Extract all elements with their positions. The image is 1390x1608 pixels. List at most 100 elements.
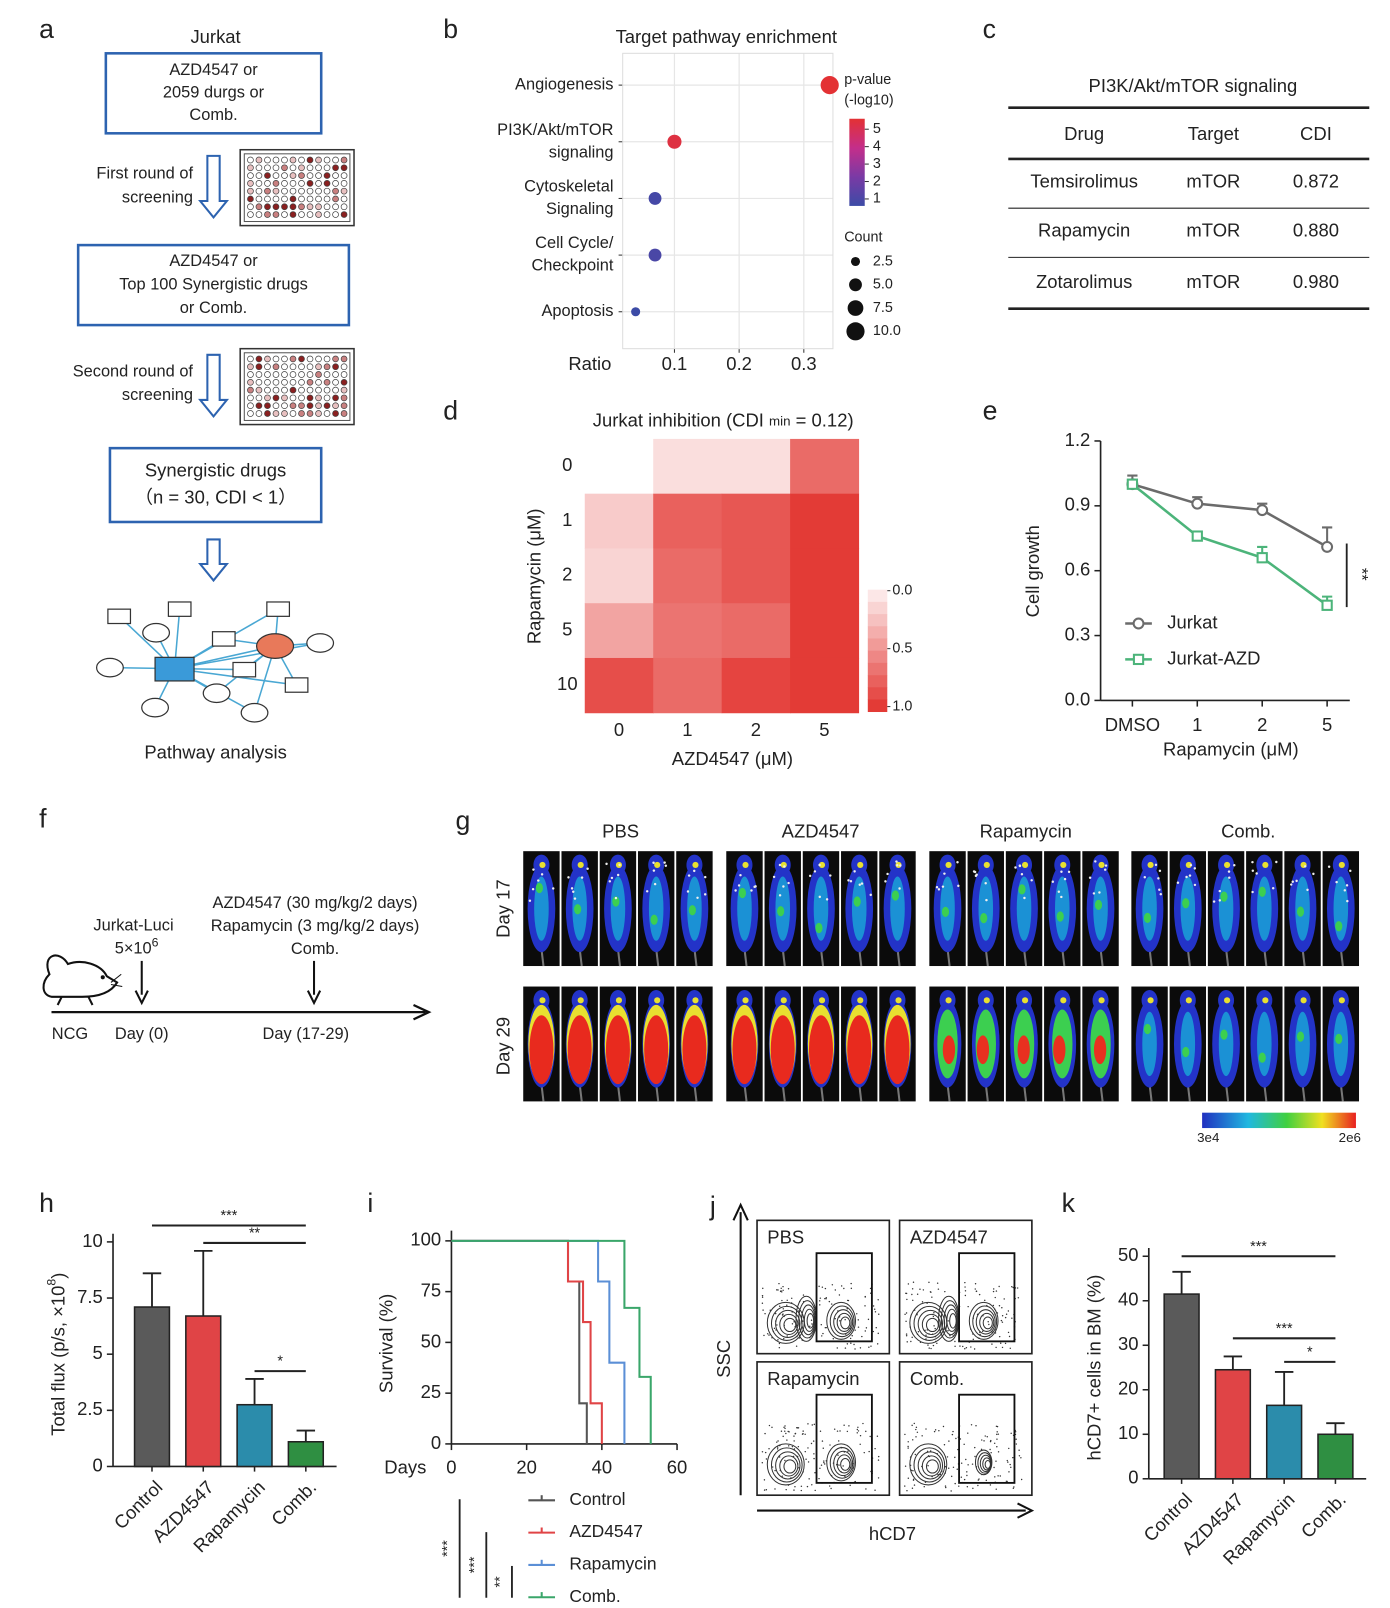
signal [945, 861, 952, 869]
signal [1296, 906, 1305, 917]
event [836, 1430, 839, 1432]
event [777, 1446, 779, 1448]
node [266, 601, 291, 617]
axis-label: SSC [713, 1340, 734, 1378]
event [964, 1290, 967, 1292]
cell [584, 657, 654, 714]
speckle [531, 887, 535, 891]
event [1007, 1310, 1010, 1312]
event [867, 1318, 870, 1321]
well [255, 195, 263, 203]
event [989, 1440, 992, 1443]
event [925, 1428, 927, 1430]
gate [815, 1252, 873, 1343]
event [937, 1288, 940, 1290]
event [781, 1291, 783, 1293]
event [962, 1345, 964, 1348]
event [776, 1289, 778, 1291]
label: Comb. [189, 106, 237, 124]
chart-title: Jurkat inhibition (CDI min = 0.12) [593, 409, 854, 430]
label: First round of [96, 165, 193, 183]
event [782, 1308, 785, 1310]
speckle [818, 863, 821, 867]
whisker [110, 983, 123, 988]
y-tick-label: 5 [93, 1342, 103, 1363]
event [848, 1425, 850, 1427]
well [323, 402, 331, 410]
well [264, 363, 271, 371]
speckle [1104, 864, 1108, 867]
signal [688, 905, 696, 916]
event [988, 1323, 990, 1326]
event [907, 1447, 909, 1449]
well [340, 195, 348, 203]
event [904, 1485, 906, 1487]
speckle [645, 890, 649, 893]
well [306, 187, 314, 195]
signal [770, 1015, 795, 1085]
axis-label: hCD7+ cells in BM (%) [1083, 1275, 1104, 1461]
bar [236, 1403, 273, 1468]
event [1001, 1307, 1003, 1309]
speckle [937, 888, 941, 891]
well [340, 203, 348, 211]
cell [653, 438, 723, 495]
event [1011, 1285, 1013, 1288]
well [281, 355, 288, 363]
well [332, 394, 339, 402]
event [763, 1479, 766, 1481]
event [875, 1326, 877, 1329]
speckle [1157, 877, 1160, 880]
node [142, 622, 171, 643]
event [1013, 1486, 1015, 1488]
x-tick-label: 0 [614, 719, 624, 740]
well [315, 363, 322, 371]
y-tick-label: 75 [421, 1280, 442, 1301]
event [929, 1291, 932, 1293]
event [865, 1430, 867, 1433]
contour [840, 1458, 851, 1471]
event [996, 1438, 998, 1440]
event [954, 1482, 956, 1485]
event [923, 1485, 925, 1488]
event [911, 1424, 913, 1427]
cell [584, 493, 654, 549]
label-part: ) [48, 1273, 69, 1279]
significance: *** [1250, 1239, 1267, 1255]
event [974, 1455, 976, 1458]
event [1003, 1298, 1005, 1300]
well [247, 363, 254, 371]
event [904, 1313, 906, 1316]
event [861, 1335, 863, 1338]
event [846, 1430, 849, 1433]
colorbar [1202, 1112, 1356, 1129]
speckle [608, 880, 612, 883]
event [1008, 1335, 1011, 1338]
well [332, 410, 339, 417]
well [272, 363, 280, 371]
speckle [974, 874, 978, 878]
event [913, 1484, 916, 1486]
y-tick-label: 0.0 [1065, 688, 1091, 709]
event [1004, 1342, 1007, 1345]
well [255, 156, 263, 164]
speckle [586, 867, 589, 870]
well [281, 394, 288, 402]
event [850, 1287, 853, 1290]
survival-curve [451, 1239, 603, 1444]
speckle [664, 864, 668, 867]
event [828, 1485, 831, 1487]
event [960, 1462, 963, 1464]
event [922, 1289, 925, 1291]
well [272, 386, 280, 394]
event [864, 1296, 866, 1298]
signal [847, 1015, 872, 1085]
event [960, 1476, 963, 1478]
speckle [614, 896, 618, 900]
axis-label: Survival (%) [376, 1294, 397, 1393]
label: Synergistic drugs [145, 460, 286, 481]
speckle [618, 863, 621, 867]
event [964, 1348, 966, 1350]
speckle [1212, 900, 1216, 903]
signal [1142, 1011, 1157, 1077]
